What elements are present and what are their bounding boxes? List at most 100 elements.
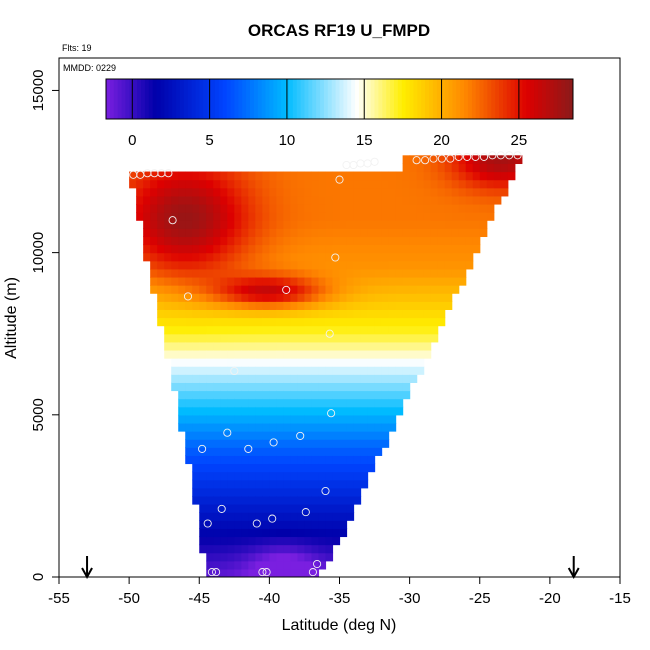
x-tick-label: -55: [48, 590, 70, 607]
field-cell: [297, 471, 306, 481]
field-cell: [276, 463, 284, 473]
field-cell: [206, 179, 214, 189]
field-cell: [227, 374, 235, 383]
field-cell: [220, 544, 228, 554]
field-cell: [297, 252, 306, 262]
field-cell: [206, 552, 214, 562]
field-cell: [213, 439, 221, 448]
field-cell: [199, 187, 207, 197]
field-cell: [269, 495, 277, 505]
field-cell: [199, 463, 207, 473]
field-cell: [178, 390, 186, 400]
field-cell: [332, 439, 341, 448]
field-cell: [332, 171, 341, 181]
field-cell: [157, 317, 165, 327]
field-cell: [318, 341, 327, 351]
observation-point: [321, 486, 330, 496]
field-cell: [297, 374, 306, 383]
field-cell: [248, 536, 256, 546]
field-cell: [157, 268, 165, 278]
field-cell: [304, 390, 313, 400]
field-cell: [395, 179, 404, 189]
field-cell: [339, 244, 348, 254]
observation-point: [342, 160, 351, 170]
field-cell: [178, 244, 186, 254]
field-cell: [346, 349, 355, 359]
field-cell: [248, 495, 256, 505]
field-cell: [304, 431, 313, 440]
field-cell: [255, 187, 263, 197]
field-cell: [164, 293, 172, 302]
field-cell: [234, 390, 242, 400]
x-tick-label: -45: [188, 590, 210, 607]
field-cell: [199, 276, 207, 286]
field-cell: [325, 212, 334, 221]
field-cell: [234, 398, 242, 408]
field-cell: [479, 163, 488, 173]
field-cell: [367, 309, 376, 319]
field-cell: [171, 260, 179, 270]
field-cell: [367, 382, 376, 392]
field-cell: [339, 349, 348, 359]
field-cell: [206, 479, 214, 489]
field-cell: [283, 471, 292, 481]
field-cell: [395, 341, 404, 351]
field-cell: [311, 236, 320, 246]
field-cell: [234, 414, 242, 424]
field-cell: [332, 406, 341, 416]
field-cell: [178, 414, 186, 424]
field-cell: [248, 252, 256, 262]
field-cell: [269, 382, 277, 392]
field-cell: [325, 504, 334, 513]
field-cell: [276, 285, 284, 294]
field-cell: [171, 195, 179, 205]
field-cell: [241, 463, 249, 473]
field-cell: [311, 285, 320, 294]
colorbar-cell: [253, 79, 259, 119]
field-cell: [213, 293, 221, 302]
field-cell: [360, 366, 369, 375]
field-cell: [220, 317, 228, 327]
field-cell: [262, 293, 270, 302]
field-cell: [311, 244, 320, 254]
field-cell: [234, 203, 242, 213]
field-cell: [318, 406, 327, 416]
field-cell: [318, 504, 327, 513]
field-cell: [241, 414, 249, 424]
field-cell: [360, 463, 369, 473]
field-cell: [206, 463, 214, 473]
field-cell: [339, 325, 348, 335]
field-cell: [241, 252, 249, 262]
field-cell: [269, 293, 277, 302]
colorbar-cell: [386, 79, 391, 119]
field-cell: [318, 390, 327, 400]
observation-point: [308, 568, 317, 577]
field-cell: [346, 455, 355, 465]
field-cell: [472, 236, 481, 246]
field-cell: [290, 236, 299, 246]
field-cell: [178, 220, 186, 229]
field-cell: [220, 431, 228, 440]
field-cell: [388, 220, 397, 229]
field-cell: [444, 260, 453, 270]
field-cell: [346, 325, 355, 335]
field-cell: [276, 301, 284, 310]
field-cell: [248, 171, 256, 181]
field-cell: [430, 212, 439, 221]
field-cell: [325, 431, 334, 440]
field-cell: [283, 349, 292, 359]
field-cell: [339, 487, 348, 497]
field-cell: [213, 431, 221, 440]
field-cell: [269, 479, 277, 489]
colorbar-cell: [137, 79, 142, 119]
field-cell: [227, 528, 235, 538]
field-cell: [423, 163, 432, 173]
field-cell: [416, 325, 425, 335]
field-cell: [339, 374, 348, 383]
field-cell: [360, 203, 369, 213]
field-cell: [451, 163, 460, 173]
field-cell: [241, 471, 249, 481]
field-cell: [255, 512, 263, 521]
field-cell: [374, 171, 383, 181]
